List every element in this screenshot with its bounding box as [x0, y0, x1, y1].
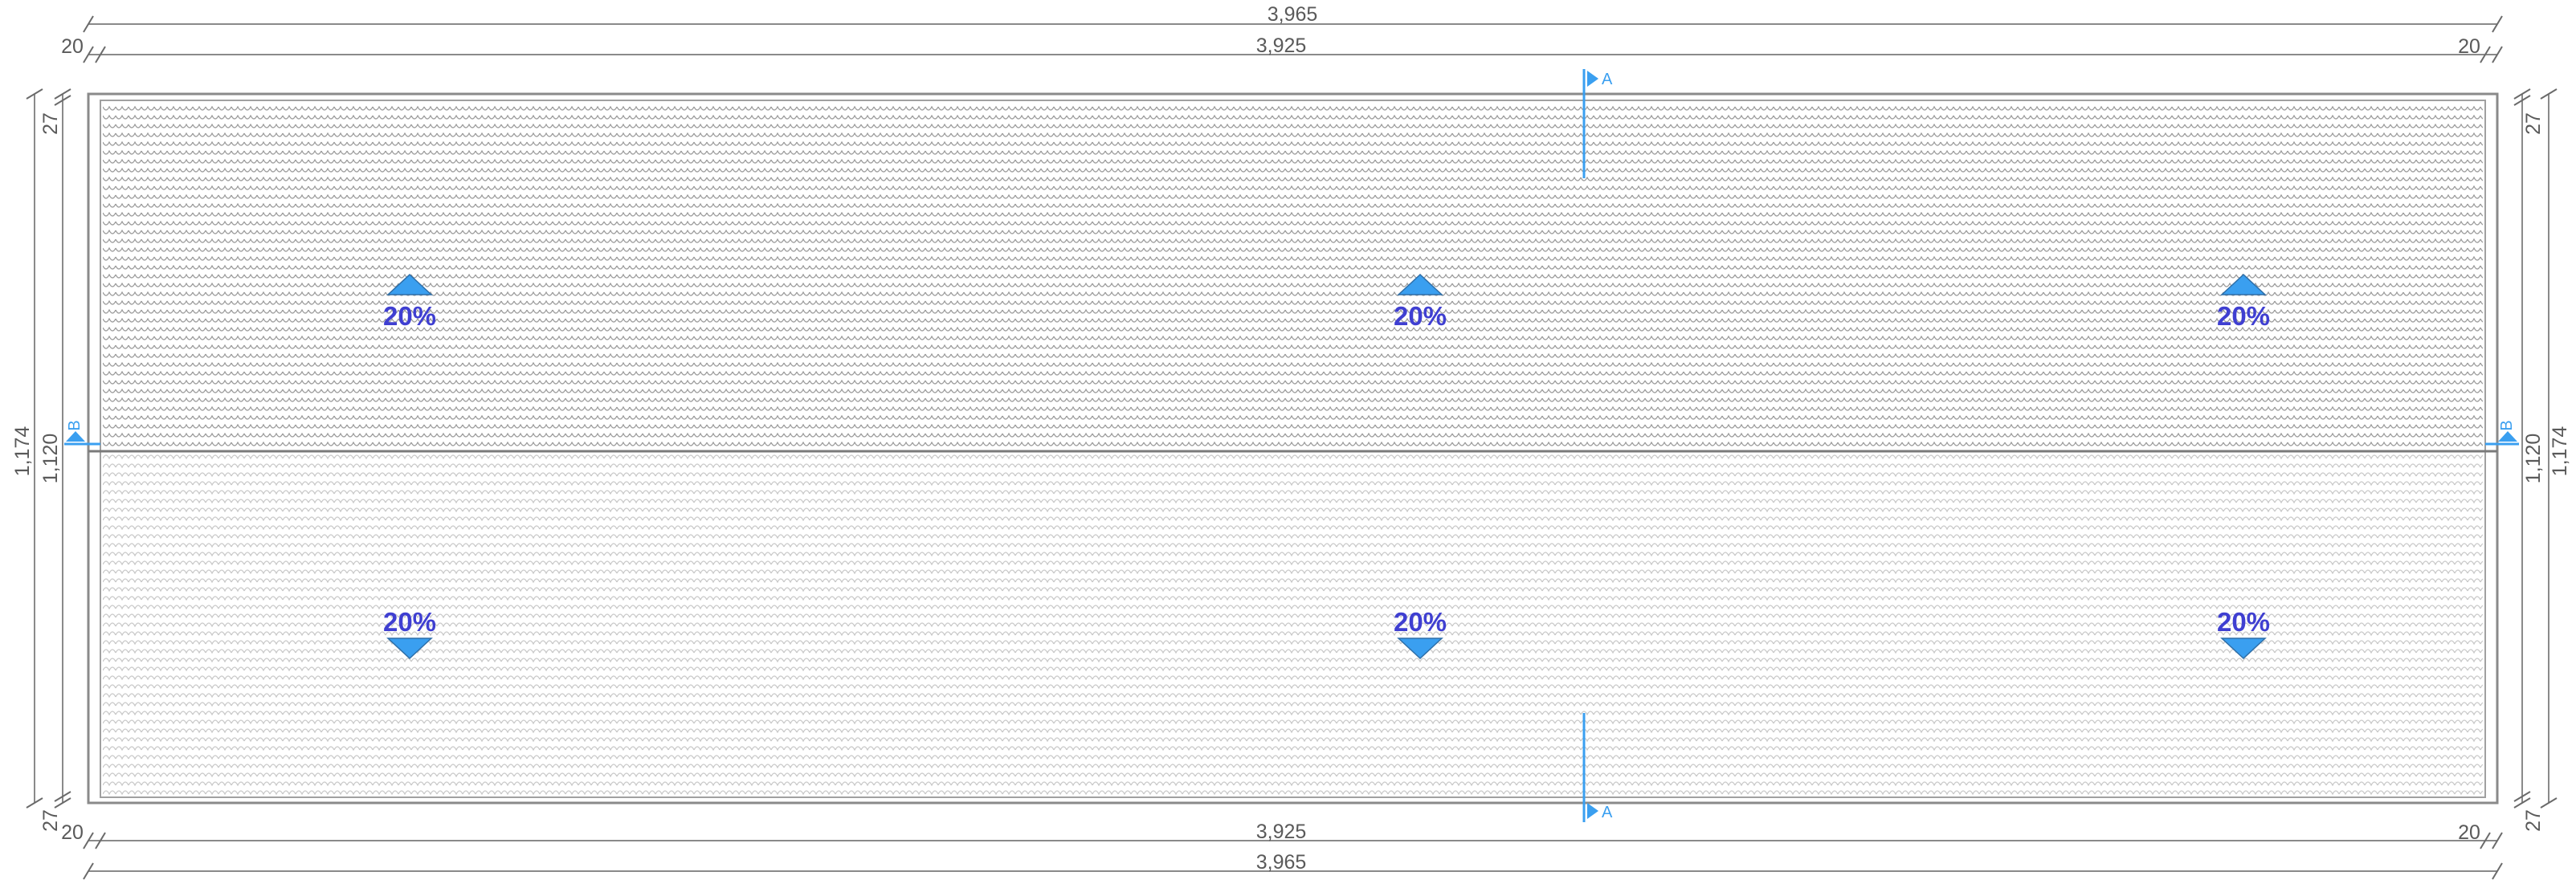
roof-upper-plane: [103, 103, 2483, 450]
dim-bottom-inner: 20 3,925 20: [61, 821, 2503, 849]
section-a-top-marker: A: [1582, 69, 1613, 178]
section-a-top-label: A: [1602, 71, 1613, 88]
section-b-left-label: B: [66, 420, 84, 430]
inner-height-label-right: 1,120: [2522, 434, 2545, 484]
overall-height-label-right: 1,174: [2549, 426, 2571, 477]
overall-width-label-bottom: 3,965: [1256, 851, 1307, 874]
dim-left-inner: 27 1,120 27: [39, 88, 71, 832]
roof-lower-plane: [103, 452, 2483, 795]
slope-lower-2: 20%: [1394, 607, 1447, 660]
slope-down-arrow-icon: [2220, 638, 2267, 660]
inner-width-label-bottom: 3,925: [1256, 821, 1307, 843]
overall-height-label-left: 1,174: [11, 426, 34, 477]
section-arrow-icon: [1587, 803, 1598, 819]
slope-upper-3: 20%: [2217, 273, 2270, 331]
section-arrow-icon: [1587, 71, 1598, 87]
section-b-right-label: B: [2498, 420, 2516, 430]
slope-up-arrow-icon: [386, 273, 433, 295]
edge-bottom-label-left: 27: [39, 809, 62, 832]
slope-upper-2: 20%: [1394, 273, 1447, 331]
overall-width-label-top: 3,965: [1268, 3, 1318, 26]
edge-top-label-right: 27: [2522, 112, 2545, 135]
edge-right-label-bottom: 20: [2458, 821, 2480, 844]
roof-outline: [87, 92, 2499, 805]
dim-right-inner: 27 1,120 27: [2513, 88, 2545, 832]
slope-down-arrow-icon: [1397, 638, 1443, 660]
slope-down-arrow-icon: [386, 638, 433, 660]
section-arrow-icon: [2498, 431, 2517, 442]
slope-label: 20%: [383, 607, 436, 637]
dim-top-inner: 20 3,925 20: [61, 35, 2503, 63]
slope-lower-3: 20%: [2217, 607, 2270, 660]
section-arrow-icon: [66, 431, 85, 442]
inner-width-label-top: 3,925: [1256, 35, 1307, 57]
slope-label: 20%: [2217, 607, 2270, 637]
dim-right-overall: 1,174: [2540, 88, 2571, 809]
slope-up-arrow-icon: [2220, 273, 2267, 295]
slope-label: 20%: [383, 301, 436, 331]
slope-label: 20%: [1394, 301, 1447, 331]
edge-left-label-top: 20: [61, 35, 84, 58]
slope-up-arrow-icon: [1397, 273, 1443, 295]
dim-bottom-overall: 3,965: [83, 851, 2503, 880]
section-a-bottom-label: A: [1602, 804, 1613, 821]
edge-top-label-left: 27: [39, 112, 62, 135]
section-a-bottom-marker: A: [1582, 713, 1613, 822]
slope-upper-1: 20%: [383, 273, 436, 331]
slope-label: 20%: [2217, 301, 2270, 331]
section-b-left-marker: B: [64, 420, 100, 446]
slope-label: 20%: [1394, 607, 1447, 637]
edge-left-label-bottom: 20: [61, 821, 84, 844]
dim-left-overall: 1,174: [11, 88, 43, 809]
slope-lower-1: 20%: [383, 607, 436, 660]
inner-height-label-left: 1,120: [39, 434, 62, 484]
roof-inner-edge: [100, 100, 2486, 798]
edge-bottom-label-right: 27: [2522, 809, 2545, 832]
edge-right-label-top: 20: [2458, 35, 2480, 58]
dim-top-overall: 3,965: [83, 3, 2503, 33]
section-b-right-marker: B: [2485, 420, 2519, 446]
